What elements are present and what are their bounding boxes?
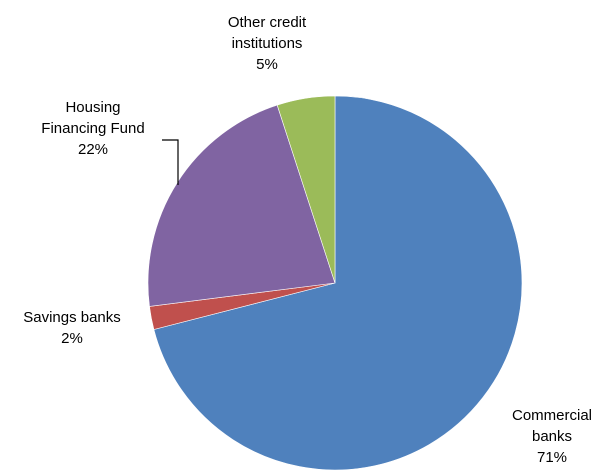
pie-slice-3 — [276, 95, 336, 284]
slice-label-2: Housing Financing Fund 22% — [41, 99, 144, 158]
slice-category-label: Financing Fund — [41, 120, 144, 137]
slice-category-label: Commercial — [512, 407, 592, 424]
slice-label-3: Other credit institutions 5% — [228, 14, 307, 73]
slice-percent-label: 5% — [256, 56, 278, 73]
leader-lines — [162, 139, 179, 185]
slice-category-label: Housing — [65, 99, 120, 116]
slice-percent-label: 22% — [78, 141, 108, 158]
pie-slice-2 — [147, 104, 336, 307]
slice-category-label: Savings banks — [23, 309, 121, 326]
slice-percent-label: 71% — [537, 449, 567, 466]
pie-slice-0 — [153, 95, 523, 471]
data-labels: Commercial banks 71% Savings banks 2% Housing… — [23, 14, 592, 466]
slice-label-1: Savings banks 2% — [23, 309, 121, 347]
slice-category-label: Other credit — [228, 14, 307, 31]
pie-slices — [147, 95, 523, 471]
slice-label-0: Commercial banks 71% — [512, 407, 592, 466]
slice-percent-label: 2% — [61, 330, 83, 347]
slice-category-label: banks — [532, 428, 572, 445]
slice-category-label: institutions — [232, 35, 303, 52]
leader-line-housing — [162, 139, 179, 185]
